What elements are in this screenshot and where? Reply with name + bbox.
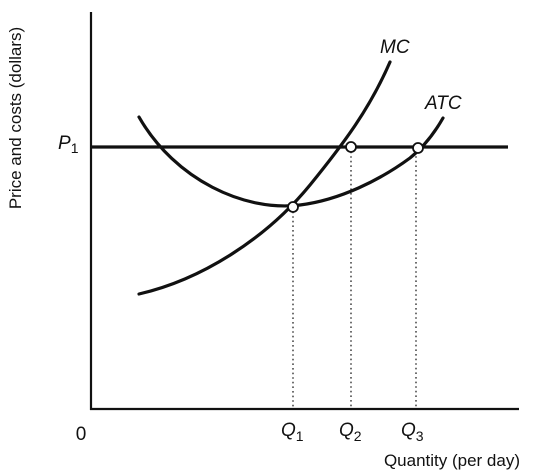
q1-symbol: Q xyxy=(281,420,296,441)
q1-subscript: 1 xyxy=(296,428,304,444)
q1-label: Q1 xyxy=(281,420,304,444)
origin-label: 0 xyxy=(76,424,87,445)
y-axis-label: Price and costs (dollars) xyxy=(6,27,25,209)
q2-symbol: Q xyxy=(339,420,354,441)
q2-subscript: 2 xyxy=(354,428,362,444)
atc-curve-label: ATC xyxy=(424,93,462,114)
mc-curve-label: MC xyxy=(380,37,410,58)
q3-label: Q3 xyxy=(401,420,424,444)
atc-price-point xyxy=(412,142,424,154)
q3-symbol: Q xyxy=(401,420,416,441)
q3-subscript: 3 xyxy=(416,428,424,444)
price-subscript: 1 xyxy=(71,140,79,156)
price-line-label: P1 xyxy=(58,133,79,156)
x-axis-label: Quantity (per day) xyxy=(384,451,520,470)
q2-label: Q2 xyxy=(339,420,362,444)
min-atc-point xyxy=(287,201,299,213)
mc-price-point xyxy=(345,141,357,153)
atc-curve xyxy=(137,115,445,208)
price-symbol: P xyxy=(58,133,71,154)
mc-curve xyxy=(137,60,392,296)
